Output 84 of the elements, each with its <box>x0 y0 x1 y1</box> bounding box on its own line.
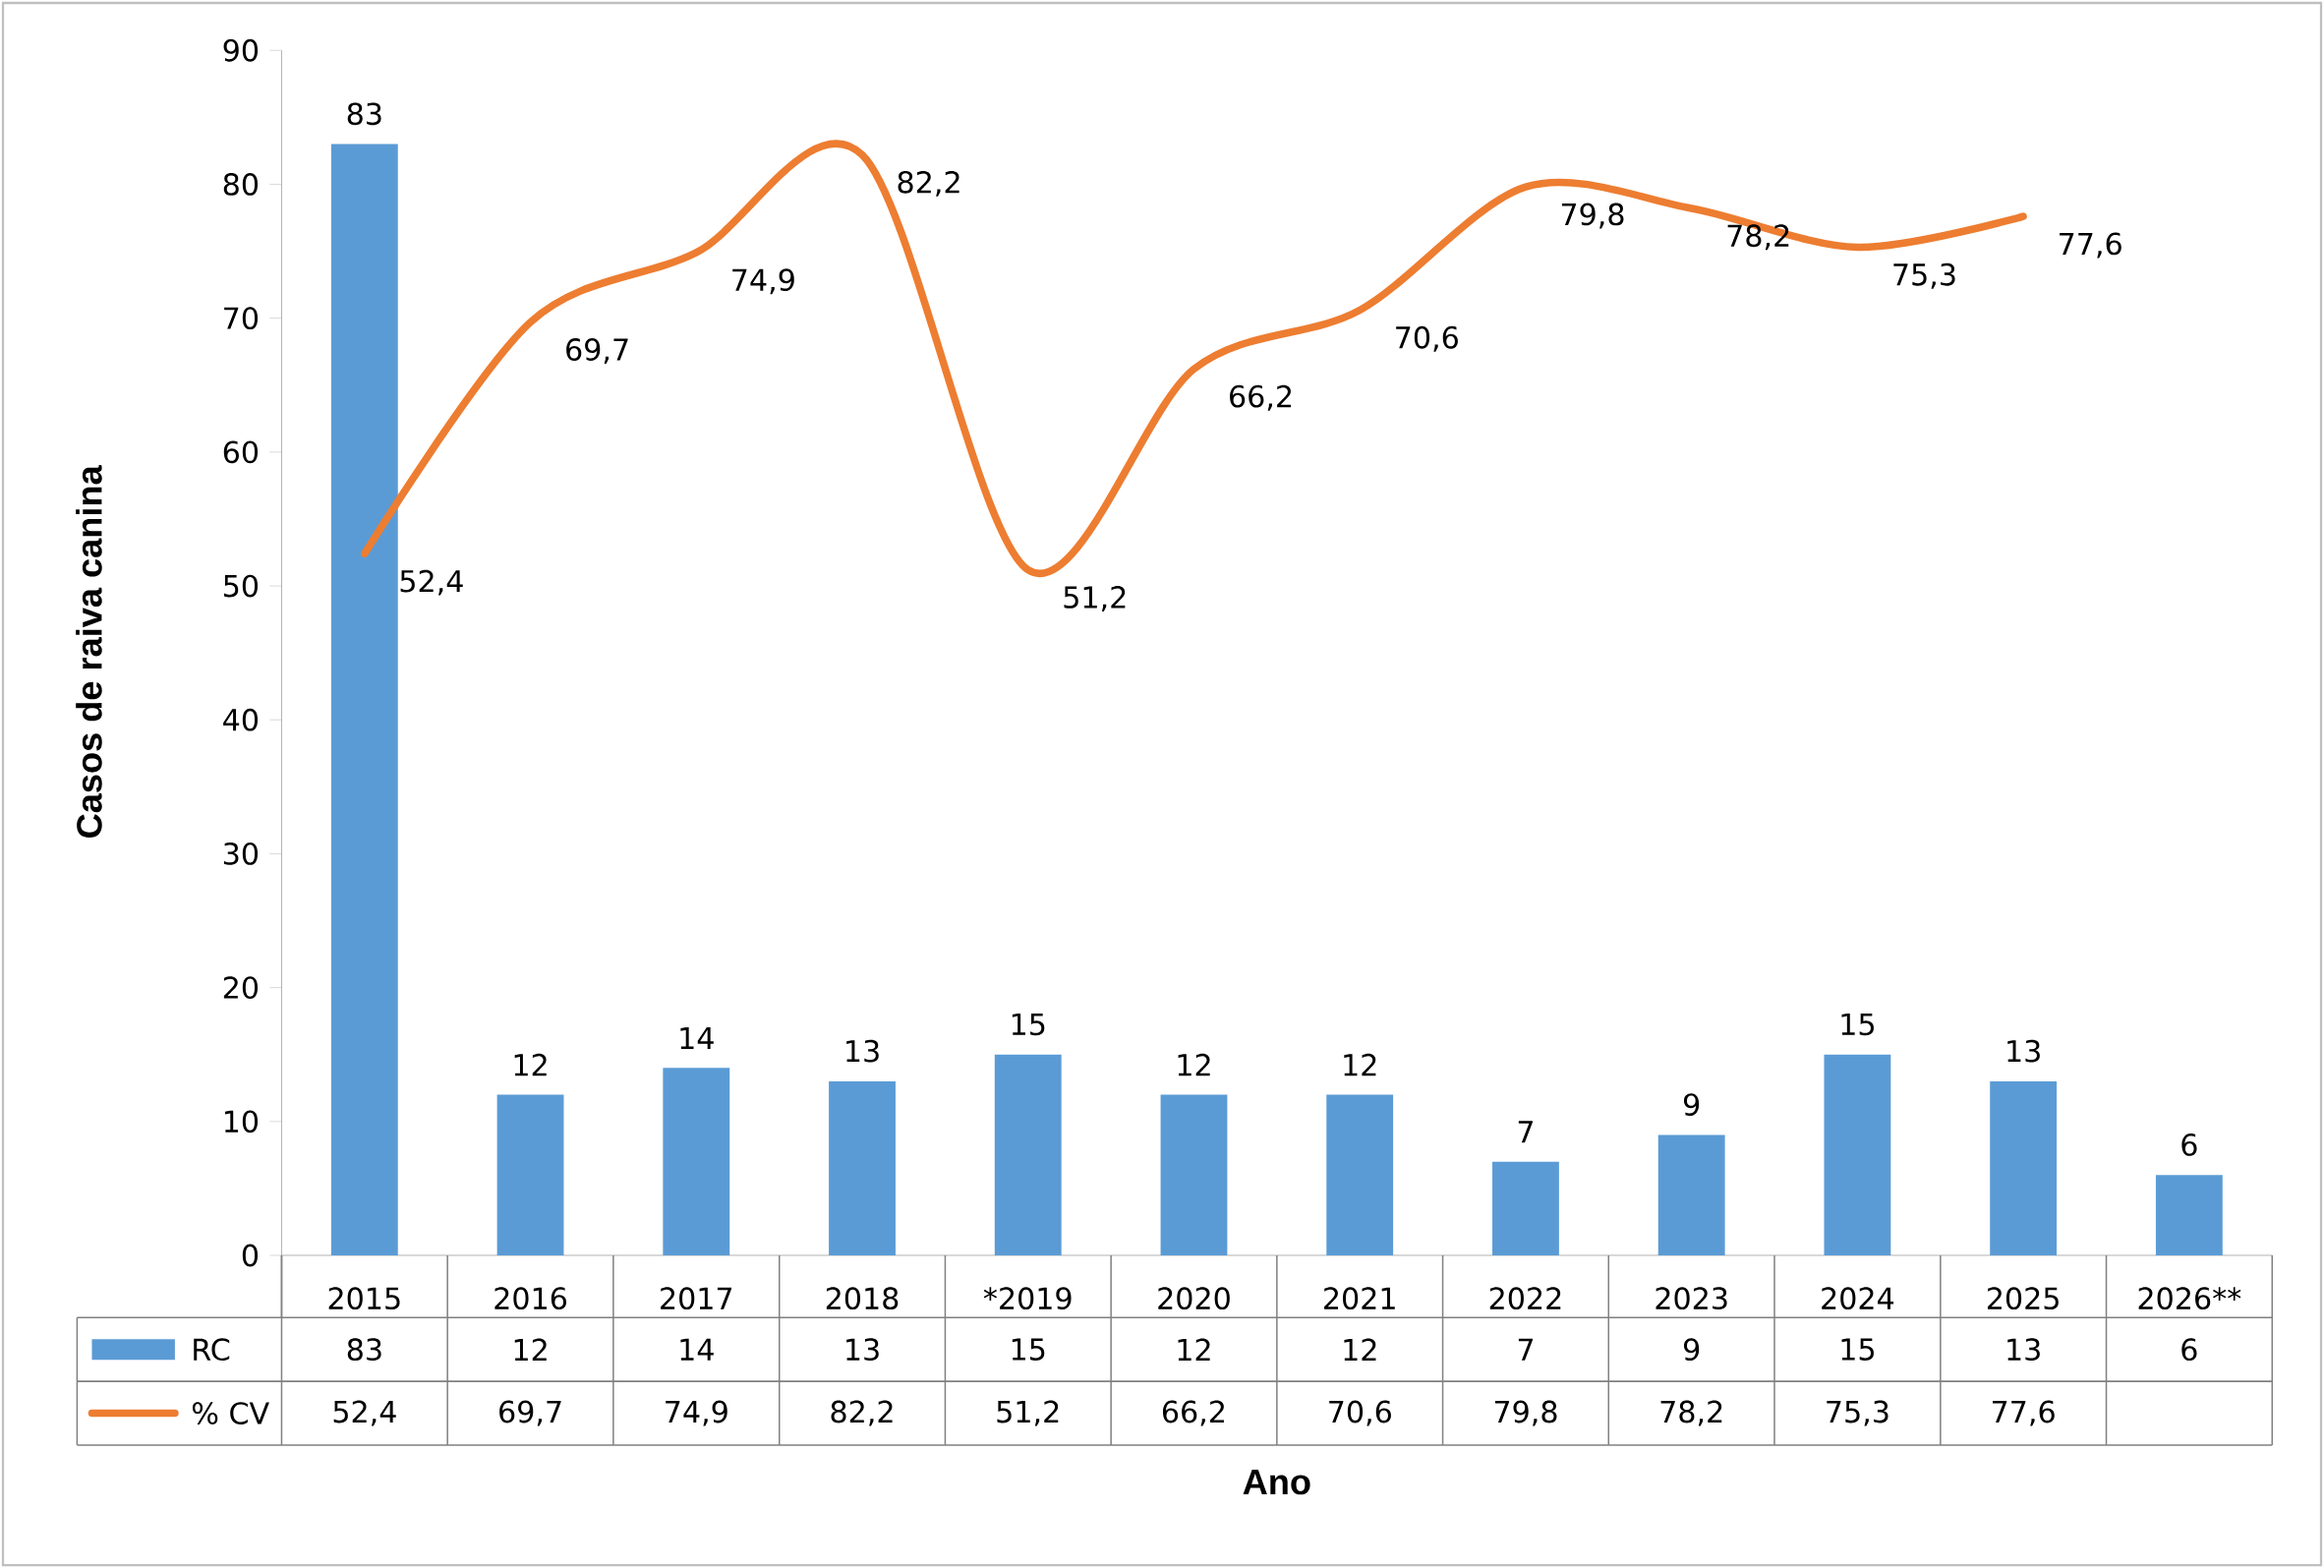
data-label: 9 <box>1684 1338 1700 1362</box>
text: 78,2 <box>1727 224 1789 251</box>
y-tick-label: 80 <box>223 173 259 196</box>
data-label: 79,8 <box>1494 1400 1557 1426</box>
x-tick-label: *2019 <box>983 1287 1072 1310</box>
text: 77,6 <box>2060 232 2121 259</box>
data-label: 13 <box>846 1338 879 1362</box>
data-label: 12 <box>1178 1338 1210 1361</box>
text: 15 <box>1012 1013 1045 1036</box>
data-label: 77,6 <box>1993 1400 2055 1426</box>
data-label: 12 <box>1344 1338 1376 1361</box>
bar <box>330 144 398 1255</box>
data-label: 14 <box>680 1338 714 1361</box>
data-label: 51,2 <box>997 1400 1059 1426</box>
x-tick-label: 2017 <box>661 1287 732 1310</box>
bar <box>2155 1175 2223 1255</box>
data-label: 13 <box>2007 1338 2040 1362</box>
data-label: 75,3 <box>1827 1400 1888 1426</box>
bar <box>1657 1134 1725 1255</box>
y-tick-label: 40 <box>223 708 259 731</box>
bar <box>1326 1094 1394 1255</box>
y-tick-label: 50 <box>223 574 259 598</box>
text: 66,2 <box>1230 384 1292 411</box>
text: 51,2 <box>1064 586 1126 611</box>
x-tick-label: 2022 <box>1489 1287 1561 1310</box>
bar <box>994 1054 1062 1255</box>
bar <box>1492 1161 1559 1255</box>
text: 70,6 <box>1396 325 1458 352</box>
data-label: 82,2 <box>831 1400 893 1426</box>
x-tick-label: 2025 <box>1987 1287 2059 1310</box>
data-label: 15 <box>1841 1338 1874 1361</box>
bar <box>1160 1094 1228 1255</box>
y-tick-label: 60 <box>223 440 259 464</box>
x-tick-label: 2020 <box>1158 1287 1230 1310</box>
bar <box>829 1080 896 1255</box>
text: 13 <box>2007 1039 2040 1063</box>
data-label: 12 <box>514 1338 547 1361</box>
data-label: 69,7 <box>499 1400 561 1426</box>
data-label: 15 <box>1012 1338 1045 1361</box>
text: 12 <box>1344 1053 1376 1076</box>
text: 82,2 <box>898 170 959 197</box>
y-axis-title: Casos de raiva canina <box>76 465 102 838</box>
x-tick-label: 2024 <box>1822 1287 1894 1310</box>
bar <box>1990 1080 2058 1255</box>
x-axis-title: Ano <box>1243 1469 1310 1495</box>
text: 9 <box>1683 1093 1700 1116</box>
text: 79,8 <box>1561 203 1624 229</box>
x-tick-label: 2021 <box>1324 1287 1395 1310</box>
data-label: 7 <box>1518 1338 1534 1361</box>
bar <box>496 1094 564 1255</box>
text: 69,7 <box>566 338 628 364</box>
text: 15 <box>1841 1013 1874 1036</box>
text: 74,9 <box>732 268 794 295</box>
data-label: 66,2 <box>1162 1400 1224 1426</box>
text: 12 <box>1178 1053 1210 1076</box>
data-label: 70,6 <box>1329 1400 1391 1426</box>
x-tick-label: 2023 <box>1656 1287 1727 1310</box>
x-tick-label: 2016 <box>494 1287 567 1310</box>
data-label: 83 <box>347 1338 381 1362</box>
text: 13 <box>846 1039 879 1063</box>
text: 7 <box>1518 1121 1533 1143</box>
text: 83 <box>347 102 381 126</box>
text: 14 <box>680 1026 714 1049</box>
y-tick-label: 90 <box>223 38 259 62</box>
text: 6 <box>2181 1133 2197 1156</box>
y-tick-label: 0 <box>242 1244 259 1267</box>
data-label: 6 <box>2181 1338 2197 1362</box>
y-tick-label: 30 <box>223 842 259 865</box>
data-label: 74,9 <box>666 1400 727 1426</box>
y-tick-label: 20 <box>223 976 259 999</box>
x-tick-label: 2026** <box>2138 1287 2241 1310</box>
text: 75,3 <box>1893 262 1955 289</box>
data-label: 52,4 <box>333 1400 396 1426</box>
y-tick-label: 10 <box>224 1110 259 1133</box>
text: 12 <box>514 1053 547 1076</box>
legend-label: RC <box>194 1338 230 1362</box>
legend-label: % CV <box>192 1402 269 1424</box>
text: 52,4 <box>400 569 463 596</box>
x-tick-label: 2015 <box>328 1287 400 1310</box>
x-tick-label: 2018 <box>826 1287 899 1310</box>
data-label: 78,2 <box>1660 1400 1722 1426</box>
bar <box>663 1068 730 1255</box>
bar <box>1824 1054 1891 1255</box>
y-tick-label: 70 <box>224 307 259 329</box>
